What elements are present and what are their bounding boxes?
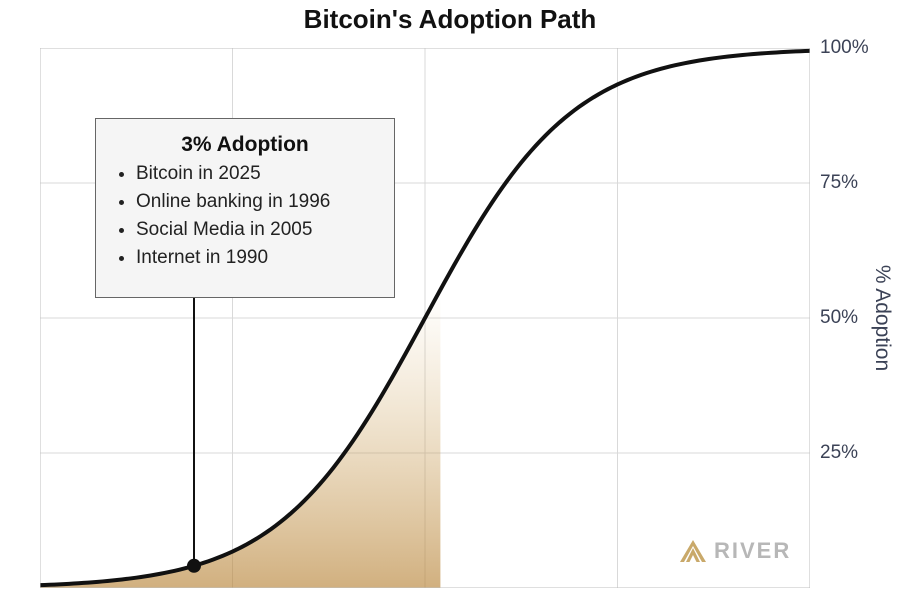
callout-item: Online banking in 1996 (136, 191, 376, 213)
brand-text: RIVER (714, 538, 791, 564)
callout-item: Social Media in 2005 (136, 219, 376, 241)
callout-item: Internet in 1990 (136, 247, 376, 269)
ytick-75: 75% (820, 172, 858, 194)
yaxis-label: % Adoption (870, 265, 894, 371)
ytick-100: 100% (820, 37, 869, 59)
brand-watermark: RIVER (680, 538, 791, 564)
chart-title: Bitcoin's Adoption Path (0, 4, 900, 35)
callout-title: 3% Adoption (114, 133, 376, 157)
callout-list: Bitcoin in 2025 Online banking in 1996 S… (114, 163, 376, 269)
callout-item: Bitcoin in 2025 (136, 163, 376, 185)
callout-box: 3% Adoption Bitcoin in 2025 Online banki… (95, 118, 395, 298)
ytick-50: 50% (820, 307, 858, 329)
river-logo-icon (680, 540, 706, 562)
ytick-25: 25% (820, 442, 858, 464)
adoption-marker (187, 559, 201, 573)
chart-stage: Bitcoin's Adoption Path 100% 75% 50% 25%… (0, 0, 900, 611)
